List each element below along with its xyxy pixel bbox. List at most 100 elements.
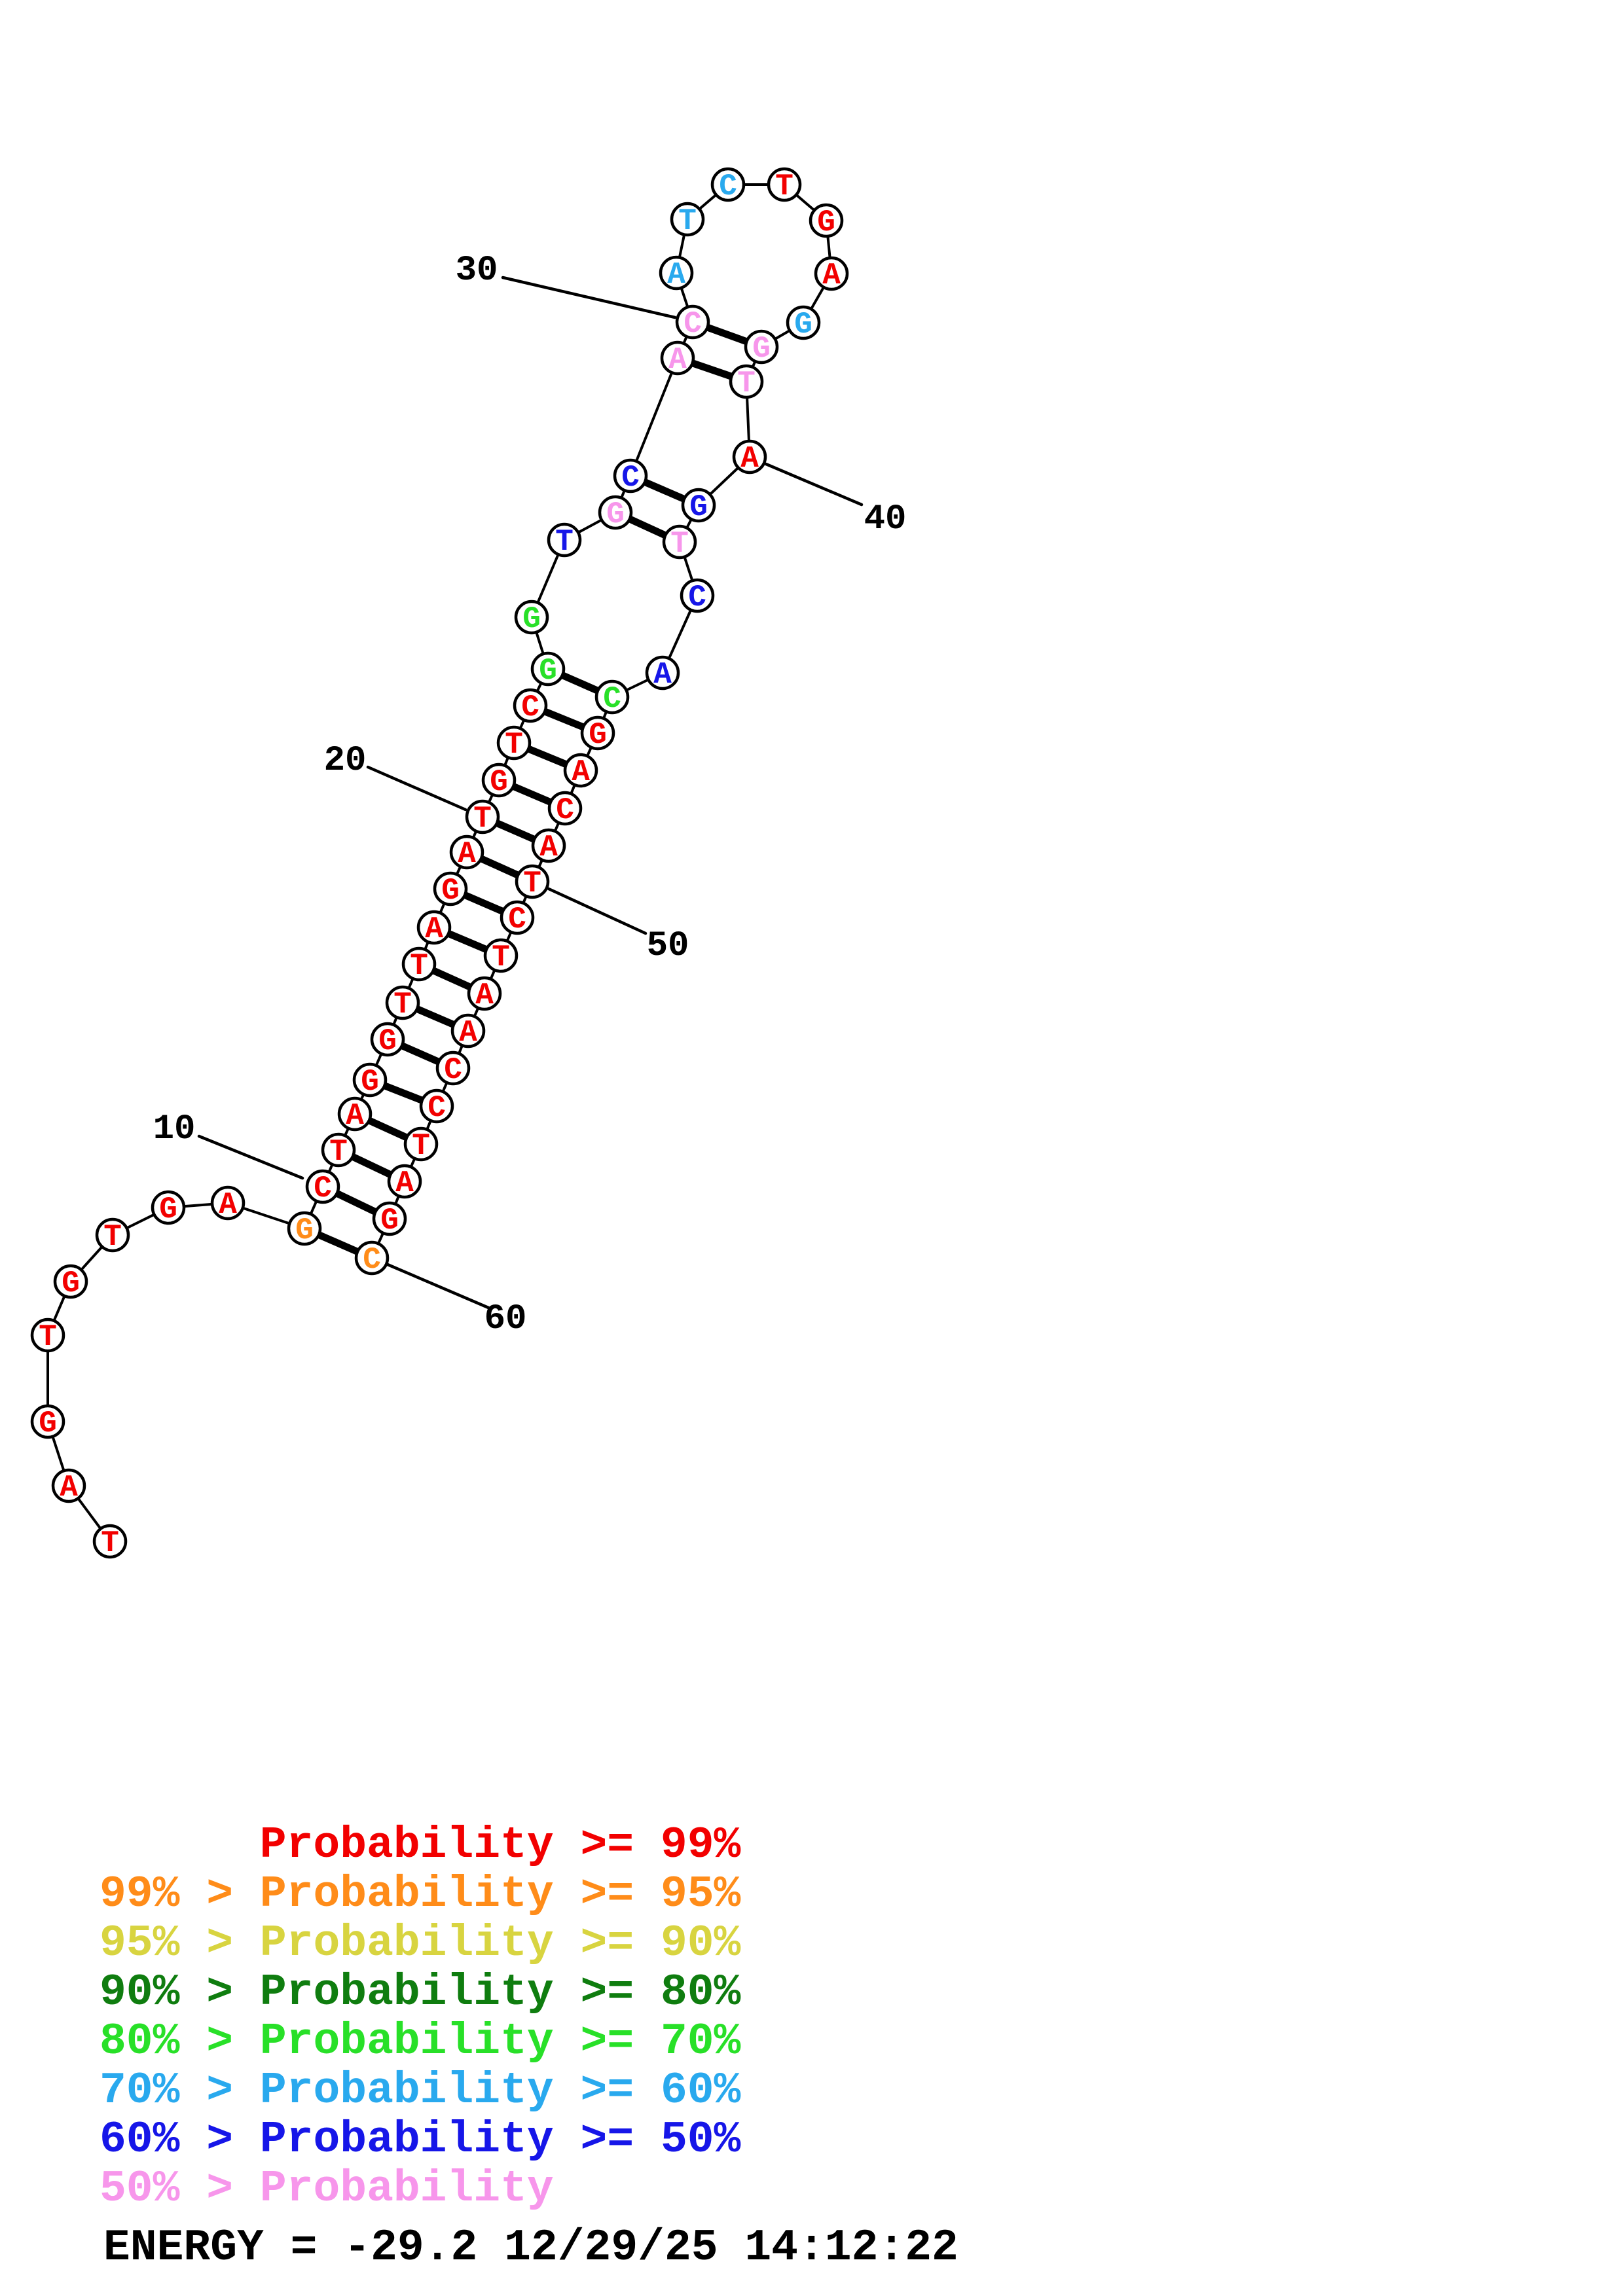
nucleotide-base-1: T: [101, 1526, 119, 1560]
nucleotide-circle-58: [387, 1164, 422, 1199]
nucleotide-base-35: G: [817, 206, 835, 240]
nucleotide-base-18: G: [441, 874, 460, 908]
position-leader-30: [501, 276, 677, 319]
nucleotide-circle-42: [662, 524, 697, 560]
nucleotide-circle-7: [151, 1190, 186, 1225]
nucleotide-base-33: C: [719, 170, 737, 204]
nucleotide-circle-41: [681, 488, 716, 523]
nucleotide-circle-28: [613, 458, 648, 493]
nucleotide-circle-26: [547, 522, 582, 558]
nucleotide-base-28: C: [621, 461, 640, 495]
nucleotide-circle-15: [385, 985, 420, 1020]
position-label-60: 60: [484, 1299, 527, 1339]
nucleotide-base-16: T: [410, 949, 428, 983]
nucleotide-base-41: G: [689, 490, 708, 524]
nucleotide-base-10: C: [314, 1172, 332, 1206]
nucleotide-base-42: T: [670, 527, 689, 561]
nucleotide-base-36: A: [822, 259, 841, 293]
nucleotide-base-2: A: [60, 1471, 78, 1505]
nucleotide-circle-37: [786, 305, 821, 340]
nucleotide-circle-31: [659, 255, 694, 291]
nucleotide-circle-20: [465, 799, 500, 834]
nucleotide-base-38: G: [752, 332, 771, 366]
nucleotide-base-51: C: [508, 903, 526, 937]
nucleotide-circle-45: [594, 679, 630, 715]
position-label-30: 30: [456, 251, 498, 291]
nucleotide-base-54: A: [459, 1016, 477, 1050]
base-pair-bonds: [302, 318, 763, 1262]
nucleotide-circle-47: [563, 753, 598, 788]
nucleotide-base-45: C: [603, 682, 621, 716]
nucleotide-circle-56: [419, 1088, 454, 1124]
nucleotide-base-17: A: [425, 912, 443, 946]
nucleotide-circle-39: [729, 364, 764, 399]
legend-row-5: 80% > Probability >= 70%: [100, 2017, 741, 2067]
nucleotide-base-19: A: [458, 837, 476, 871]
position-label-10: 10: [153, 1109, 196, 1149]
nucleotide-base-50: T: [523, 867, 541, 901]
nucleotide-base-55: C: [444, 1053, 462, 1087]
nucleotide-base-8: A: [219, 1188, 237, 1222]
nucleotide-base-7: G: [159, 1193, 177, 1227]
position-leader-10: [197, 1134, 304, 1180]
nucleotide-circle-4: [30, 1318, 65, 1353]
probability-legend: Probability >= 99%99% > Probability >= 9…: [100, 1820, 741, 2214]
nucleotide-base-22: T: [505, 728, 523, 762]
nucleotide-base-20: T: [473, 802, 492, 836]
legend-row-8: 50% > Probability: [100, 2164, 554, 2214]
nucleotide-circle-14: [370, 1022, 405, 1057]
nucleotide-base-57: T: [412, 1129, 430, 1163]
position-leader-40: [764, 462, 864, 507]
nucleotide-base-23: C: [521, 691, 539, 725]
position-leader-20: [366, 765, 467, 812]
nucleotide-circle-1: [92, 1524, 128, 1559]
nucleotide-base-15: T: [393, 988, 412, 1022]
nucleotide-circle-5: [53, 1264, 88, 1299]
nucleotide-circle-16: [401, 946, 437, 982]
nucleotide-circle-59: [372, 1201, 407, 1236]
nucleotide-base-27: G: [606, 497, 625, 531]
position-leader-50: [547, 887, 647, 935]
nucleotide-base-48: C: [556, 793, 574, 827]
backbone-lines: [46, 183, 833, 1543]
nucleotide-base-29: A: [668, 343, 687, 377]
position-leader-60: [386, 1263, 490, 1310]
nucleotide-base-9: G: [295, 1213, 314, 1247]
nucleotide-base-37: G: [794, 308, 812, 342]
nucleotide-circle-54: [450, 1013, 486, 1049]
nucleotide-circle-27: [598, 495, 633, 530]
nucleotide-circle-25: [514, 600, 549, 635]
position-label-20: 20: [324, 741, 367, 781]
nucleotide-circle-50: [515, 864, 550, 899]
nucleotide-base-24: G: [539, 654, 557, 688]
nucleotide-circle-30: [675, 304, 710, 340]
legend-row-7: 60% > Probability >= 50%: [100, 2115, 741, 2165]
nucleotide-base-49: A: [539, 831, 558, 865]
nucleotide-base-3: G: [39, 1407, 57, 1441]
nucleotide-base-44: A: [653, 658, 672, 692]
nucleotide-circle-53: [467, 976, 502, 1011]
nucleotide-circle-38: [744, 329, 779, 365]
nucleotide-base-43: C: [688, 581, 706, 615]
nucleotide-circle-24: [530, 651, 566, 687]
nucleotide-circle-19: [449, 834, 484, 870]
legend-row-4: 90% > Probability >= 80%: [100, 1967, 741, 2018]
nucleotide-base-4: T: [39, 1320, 57, 1354]
nucleotide-base-21: G: [490, 765, 508, 799]
nucleotide-circle-48: [547, 791, 583, 826]
nucleotide-circle-12: [337, 1096, 373, 1132]
nucleotide-base-58: A: [395, 1166, 414, 1200]
nucleotide-circle-22: [496, 725, 532, 761]
nucleotide-circle-46: [580, 715, 615, 751]
nucleotide-circle-55: [435, 1050, 471, 1086]
nucleotide-base-25: G: [522, 602, 541, 636]
position-label-40: 40: [864, 499, 907, 539]
nucleotide-base-59: G: [380, 1204, 399, 1238]
nucleotide-circle-17: [416, 910, 452, 945]
legend-row-2: 99% > Probability >= 95%: [100, 1869, 741, 1920]
nucleotide-base-32: T: [678, 204, 697, 238]
legend-row-1: Probability >= 99%: [260, 1820, 741, 1871]
nucleotide-circle-40: [732, 439, 767, 475]
nucleotide-circle-51: [500, 900, 535, 935]
